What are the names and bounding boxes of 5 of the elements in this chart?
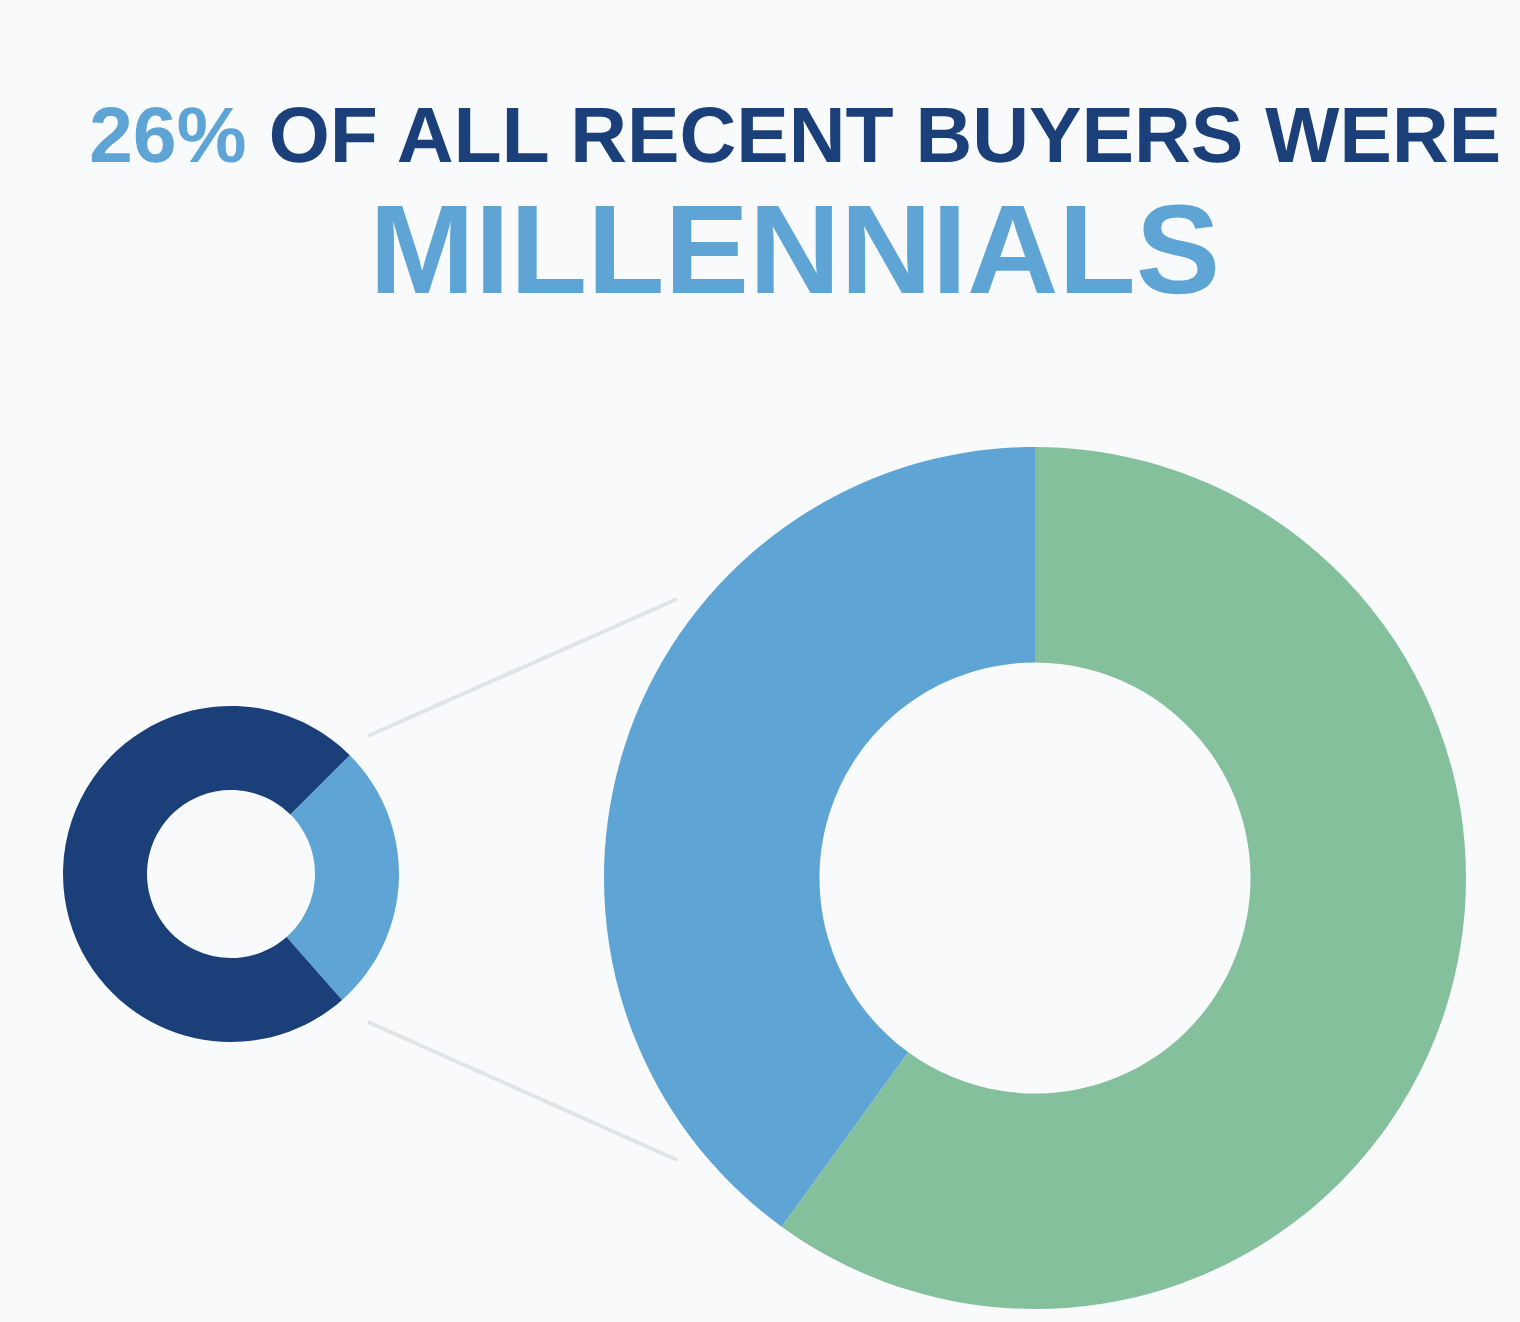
donut-slice xyxy=(63,706,350,1042)
donut-slice xyxy=(604,447,1035,1227)
text: 26% OF ALL RECENT BUYERS WERE MILLENNIALS xyxy=(91,107,1499,295)
donut-slice xyxy=(286,755,399,1001)
donut-slice xyxy=(781,447,1466,1309)
